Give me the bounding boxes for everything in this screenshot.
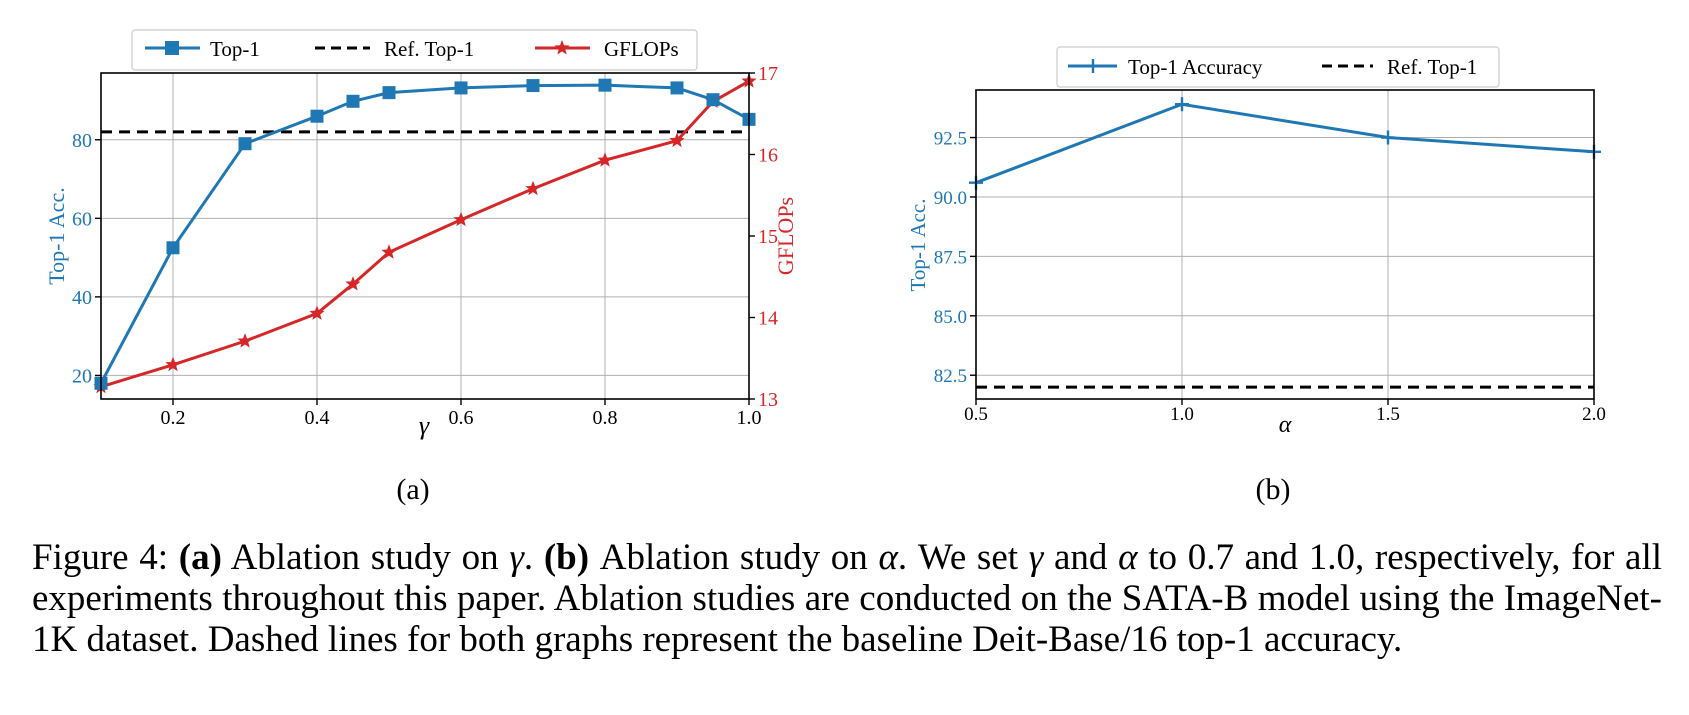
chart-a-top1-point-3 (310, 109, 324, 123)
chart-a-legend-frame (131, 29, 698, 71)
chart-a-xtick-label-0: 0.2 (161, 407, 186, 429)
chart-a-xtick-label-3: 0.8 (593, 407, 618, 429)
caption-figure-label: Figure 4: (32, 537, 169, 578)
chart-a-gflops-point-4 (345, 276, 361, 291)
chart-b-legend: Top-1 Accuracy Ref. Top-1 (1056, 46, 1500, 88)
chart-a-ytick-label-0: 20 (72, 365, 92, 387)
chart-a-top1-point-10 (706, 93, 720, 107)
chart-a-y2tick-label-1: 14 (758, 308, 778, 330)
legend-acc-marker (1086, 59, 1100, 73)
chart-b-legend-frame (1056, 46, 1500, 88)
legend-ref-label: Ref. Top-1 (384, 37, 474, 61)
chart-b-top1-point-2 (1381, 130, 1395, 145)
chart-a-xlabel: γ (419, 411, 430, 440)
chart-b-xlabel: α (1279, 412, 1292, 438)
chart-b-ytick-label-3: 90.0 (934, 188, 967, 209)
chart-a-ytick-label-2: 60 (72, 208, 92, 230)
chart-b-ytick-label-4: 92.5 (934, 129, 967, 150)
chart-b-xtick-label-3: 2.0 (1582, 404, 1606, 425)
chart-a-xtick-label-4: 1.0 (737, 407, 762, 429)
panel-b-label: (b) (1256, 473, 1291, 506)
chart-a-top1-point-5 (382, 86, 396, 100)
caption-and: and (1054, 537, 1108, 578)
chart-a-gflops-point-1 (165, 356, 181, 372)
caption-we-set: . We set (897, 537, 1019, 578)
chart-a-top1-point-8 (598, 78, 612, 92)
chart-a-top1-point-4 (346, 94, 360, 108)
legend-top1-label: Top-1 (210, 37, 260, 61)
panel-a-label: (a) (396, 473, 429, 506)
chart-a-y-ticks: 20 40 60 80 (72, 130, 101, 387)
chart-b-xtick-label-2: 1.5 (1376, 404, 1400, 425)
chart-b-ytick-label-2: 87.5 (934, 247, 967, 268)
chart-a-top1-series (94, 78, 756, 390)
chart-a-ytick-label-1: 40 (72, 287, 92, 309)
chart-b-top1-point-1 (1175, 97, 1189, 112)
chart-a-gflops-point-7 (525, 180, 541, 196)
chart-b-grid (975, 90, 1595, 399)
chart-a-y2-ticks: 13 14 15 16 17 (749, 63, 778, 411)
chart-b-ytick-label-1: 85.0 (934, 307, 967, 328)
legend-ref-b-label: Ref. Top-1 (1387, 55, 1477, 79)
chart-panel-b: 0.5 1.0 1.5 2.0 82.5 85.0 87.5 90.0 92.5 α Top-… (906, 46, 1606, 506)
caption-b-label: (b) (543, 537, 590, 578)
chart-a-y2tick-label-3: 16 (758, 145, 778, 167)
chart-a-top1-line (99, 83, 750, 384)
caption-alpha-2: α (1118, 537, 1138, 578)
figure-caption: Figure 4: (a) Ablation study on γ. (b) A… (32, 537, 1662, 660)
caption-alpha: α (878, 537, 898, 578)
chart-a-gflops-line (100, 79, 750, 389)
legend-acc-label: Top-1 Accuracy (1128, 55, 1263, 79)
chart-b-ylabel: Top-1 Acc. (906, 198, 930, 291)
caption-rest: to 0.7 and 1.0, respectively, for all ex… (32, 537, 1663, 660)
chart-a-xtick-label-1: 0.4 (305, 407, 330, 429)
legend-top1-marker (165, 41, 179, 55)
chart-b-x-ticks: 0.5 1.0 1.5 2.0 (964, 399, 1606, 425)
chart-a-gflops-point-5 (381, 244, 397, 259)
chart-b-top1-series (969, 97, 1601, 190)
chart-a-x-ticks: 0.2 0.4 0.6 0.8 1.0 (161, 399, 762, 429)
chart-panel-a: 0.2 0.4 0.6 0.8 1.0 20 40 60 80 13 14 15 16 17 γ To… (44, 29, 798, 506)
chart-b-xtick-label-0: 0.5 (964, 404, 988, 425)
caption-a-text: Ablation study on (230, 537, 499, 578)
chart-a-gflops-point-3 (309, 305, 325, 320)
figure: 0.2 0.4 0.6 0.8 1.0 20 40 60 80 13 14 15 16 17 γ To… (44, 29, 1606, 506)
chart-a-gflops-point-8 (597, 152, 613, 167)
caption-gamma-2: γ (1028, 537, 1044, 578)
caption-b-text: Ablation study on (599, 537, 868, 578)
chart-a-y2tick-label-0: 13 (758, 389, 778, 411)
caption-a-label: (a) (178, 537, 222, 578)
chart-b-frame (975, 89, 1595, 400)
chart-b-y-ticks: 82.5 85.0 87.5 90.0 92.5 (934, 129, 976, 387)
chart-a-top1-point-7 (526, 79, 540, 93)
chart-a-top1-point-9 (670, 81, 684, 95)
chart-a-gflops-point-9 (669, 132, 685, 148)
chart-a-gflops-point-2 (237, 333, 253, 348)
chart-b-top1-line (975, 102, 1595, 185)
chart-a-top1-point-1 (166, 241, 180, 255)
chart-a-xtick-label-2: 0.6 (449, 407, 474, 429)
chart-a-gflops-series (93, 73, 757, 394)
chart-a-ylabel: Top-1 Acc. (44, 187, 69, 284)
legend-gflops-label: GFLOPs (604, 37, 679, 61)
legend-gflops-marker (554, 40, 570, 55)
chart-a-legend: Top-1 Ref. Top-1 GFLOPs (131, 29, 698, 71)
chart-a-ytick-label-3: 80 (72, 130, 92, 152)
chart-a-y2tick-label-4: 17 (758, 63, 778, 85)
chart-b-xtick-label-1: 1.0 (1170, 404, 1194, 425)
chart-a-top1-point-6 (454, 81, 468, 95)
chart-a-y2tick-label-2: 15 (758, 226, 778, 248)
chart-a-top1-point-2 (238, 137, 252, 151)
caption-period: . (523, 537, 534, 578)
chart-a-y2label: GFLOPs (773, 197, 798, 275)
chart-b-ytick-label-0: 82.5 (934, 366, 967, 387)
caption-gamma: γ (509, 537, 524, 578)
chart-a-gflops-point-6 (453, 211, 469, 227)
